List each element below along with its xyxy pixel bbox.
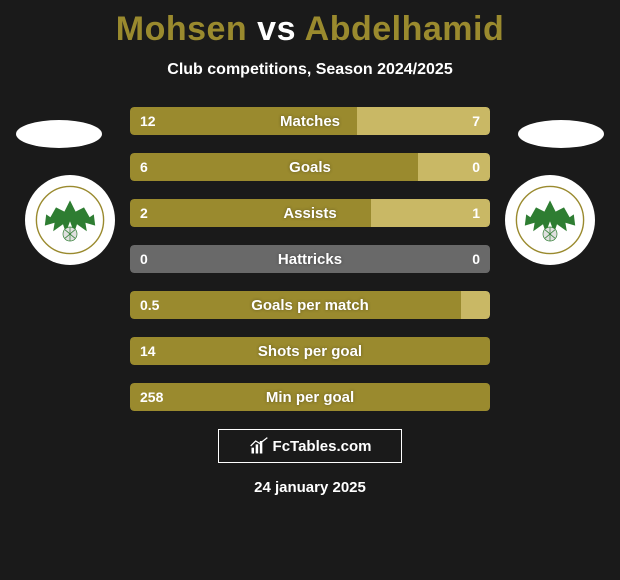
stat-value-left: 0 bbox=[140, 245, 148, 273]
stat-label: Goals bbox=[130, 153, 490, 181]
stat-value-right: 7 bbox=[472, 107, 480, 135]
stat-label: Goals per match bbox=[130, 291, 490, 319]
stat-label: Assists bbox=[130, 199, 490, 227]
stat-value-left: 14 bbox=[140, 337, 156, 365]
stat-value-left: 6 bbox=[140, 153, 148, 181]
stat-label: Matches bbox=[130, 107, 490, 135]
eagle-badge-icon bbox=[515, 185, 585, 255]
attribution-text: FcTables.com bbox=[273, 438, 372, 455]
eagle-badge-icon bbox=[35, 185, 105, 255]
stat-label: Hattricks bbox=[130, 245, 490, 273]
stat-value-right: 1 bbox=[472, 199, 480, 227]
stat-label: Min per goal bbox=[130, 383, 490, 411]
stat-value-left: 0.5 bbox=[140, 291, 159, 319]
generated-date: 24 january 2025 bbox=[0, 479, 620, 496]
stat-row: Matches12 7 bbox=[130, 107, 490, 135]
player-left-name: Mohsen bbox=[116, 10, 247, 48]
stat-value-right: 0 bbox=[472, 245, 480, 273]
stat-value-left: 2 bbox=[140, 199, 148, 227]
vs-separator: vs bbox=[257, 10, 296, 48]
stat-value-right: 0 bbox=[472, 153, 480, 181]
attribution-badge: FcTables.com bbox=[218, 429, 402, 463]
left-oval-marker bbox=[16, 120, 102, 148]
stat-value-left: 258 bbox=[140, 383, 163, 411]
comparison-title: Mohsen vs Abdelhamid bbox=[0, 0, 620, 49]
player-right-name: Abdelhamid bbox=[305, 10, 505, 48]
stat-value-left: 12 bbox=[140, 107, 156, 135]
chart-icon bbox=[249, 436, 269, 456]
team-badge-left bbox=[25, 175, 115, 265]
stat-row: Shots per goal14 bbox=[130, 337, 490, 365]
stat-row: Min per goal258 bbox=[130, 383, 490, 411]
stat-row: Goals per match0.5 bbox=[130, 291, 490, 319]
stat-row: Goals6 0 bbox=[130, 153, 490, 181]
right-oval-marker bbox=[518, 120, 604, 148]
stat-row: Assists2 1 bbox=[130, 199, 490, 227]
team-badge-right bbox=[505, 175, 595, 265]
stat-label: Shots per goal bbox=[130, 337, 490, 365]
stat-row: Hattricks0 0 bbox=[130, 245, 490, 273]
stats-bar-chart: Matches127Goals60Assists21Hattricks00Goa… bbox=[130, 107, 490, 411]
season-subtitle: Club competitions, Season 2024/2025 bbox=[0, 61, 620, 79]
